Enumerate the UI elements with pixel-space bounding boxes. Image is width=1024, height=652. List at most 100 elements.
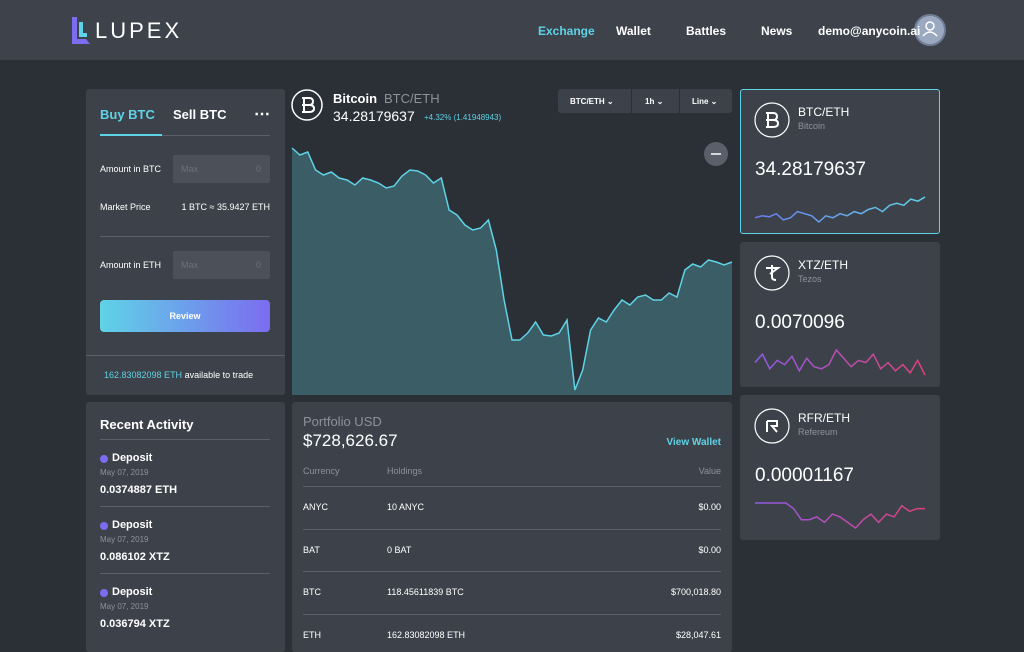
price-change: +4.32% (1.41948943) [424,113,502,122]
coin-pair: BTC/ETH [384,91,440,106]
field-label: Market Price [100,202,151,212]
cell: ANYC [303,502,329,512]
activity-date: May 07, 2019 [100,535,149,544]
cell: BTC [303,587,321,597]
market-name: Bitcoin [798,121,826,131]
coin-name: Bitcoin [333,91,378,106]
coin-price: 34.28179637 [333,108,415,124]
trade-panel [86,89,285,395]
view-wallet[interactable]: View Wallet [666,437,721,448]
dropdown-label: Line [692,97,709,106]
portfolio-panel [292,402,732,652]
market-icon [754,102,790,138]
header [0,0,1024,60]
coin-icon [291,89,323,121]
cell: $700,018.80 [670,587,721,597]
field-label: Amount in BTC [100,164,162,174]
input-value: 0 [256,260,262,270]
field-label: Amount in ETH [100,260,162,270]
cell: $28,047.61 [675,629,721,640]
cell: $0.00 [698,544,721,555]
sparkline [754,348,926,376]
divider [100,439,270,440]
pair-dropdown[interactable]: BTC/ETH ⌄ [570,97,614,106]
market-name: Refereum [798,427,838,437]
market-pair: BTC/ETH [798,105,850,119]
status-dot [100,522,108,530]
available-amount: 162.83082098 ETH [104,370,183,380]
dropdown-label: BTC/ETH [570,97,605,106]
type-dropdown[interactable]: Line ⌄ [692,97,718,106]
controls [558,89,732,113]
activity-date: May 07, 2019 [100,468,149,477]
activity-amount: 0.036794 XTZ [100,618,170,630]
separator [631,89,632,113]
market-card[interactable] [740,395,940,540]
divider [303,486,721,487]
divider [86,355,285,356]
market-icon [766,265,781,281]
column-header: Holdings [387,466,423,476]
logo-text: LUPEX [95,18,183,43]
activity-amount: 0.086102 XTZ [100,551,170,563]
activity-title: Recent Activity [100,417,194,432]
status-dot [100,455,108,463]
nav-link[interactable]: Exchange [538,24,595,38]
divider [303,613,721,615]
coin-icon [302,97,316,113]
amount-input[interactable] [173,155,270,183]
portfolio-title: Portfolio USD [303,414,382,429]
placeholder: Max [181,164,199,174]
cell: 10 ANYC [387,502,425,512]
review-button[interactable]: Review [100,300,270,332]
sparkline [754,196,926,223]
divider [100,135,270,136]
market-name: Tezos [798,274,822,284]
more-menu[interactable]: ⋯ [254,106,271,123]
chart-area [292,148,732,395]
cell: 0 BAT [387,544,412,555]
activity-panel [86,402,285,652]
market-price: 1 BTC ≈ 35.9427 ETH [181,202,270,212]
divider [303,571,721,572]
tab[interactable]: Buy BTC [100,107,155,122]
cell: $0.00 [698,502,721,512]
activity-type: Deposit [112,519,153,531]
cell: 162.83082098 ETH [387,629,466,640]
cell: 118.45611839 BTC [387,587,464,597]
portfolio-total: $728,626.67 [303,431,398,450]
available-text: available to trade [184,370,254,380]
tab[interactable]: Sell BTC [173,107,227,122]
logo-icon [79,22,87,37]
avatar-icon [922,31,938,37]
nav-link[interactable]: Wallet [616,24,651,38]
interval-dropdown[interactable]: 1h ⌄ [645,97,664,106]
market-icon [754,255,790,291]
amount-input[interactable] [173,251,270,279]
cell: BAT [303,544,320,555]
activity-date: May 07, 2019 [100,602,149,611]
market-pair: XTZ/ETH [798,258,848,272]
divider [100,573,270,574]
nav-link[interactable]: News [761,24,793,38]
activity-amount: 0.0374887 ETH [100,484,178,496]
user-email[interactable]: demo@anycoin.ai [818,24,921,38]
nav-link[interactable]: Battles [686,24,727,38]
activity-type: Deposit [112,452,153,464]
market-icon [766,420,778,433]
market-card[interactable] [740,242,940,387]
market-icon [766,112,780,128]
divider [303,528,721,530]
market-pair: RFR/ETH [798,411,850,425]
tab-underline [100,134,162,136]
avatar-icon [925,21,935,31]
column-header: Value [698,466,721,476]
activity-type: Deposit [112,586,153,598]
sparkline [755,502,925,529]
column-header: Currency [303,466,340,476]
cell: ETH [303,629,321,640]
